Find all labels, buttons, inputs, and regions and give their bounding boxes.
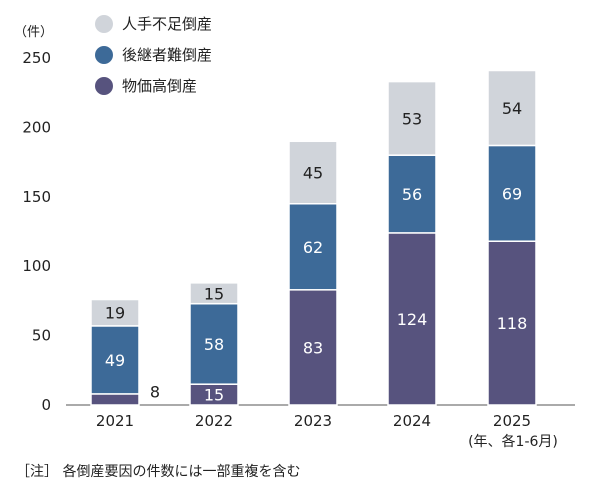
x-tick-label: 2021 (96, 412, 134, 430)
bar-segment (189, 282, 239, 305)
legend-label: 人手不足倒産 (122, 15, 212, 33)
legend-marker (95, 77, 113, 95)
data-label: 56 (402, 185, 422, 204)
bar-segment (90, 393, 140, 406)
data-label: 53 (402, 109, 422, 128)
y-tick-label: 100 (22, 257, 51, 275)
category-note: (年、各1-6月) (468, 434, 558, 450)
chart-note: ［注］ 各倒産要因の件数には一部重複を含む (16, 463, 300, 480)
y-tick-label: 250 (22, 49, 51, 67)
bar-segment (90, 298, 140, 327)
bar-segment (387, 80, 437, 156)
data-label: 19 (105, 304, 125, 323)
y-axis-ticks: 0 50 100 150 200 250 (22, 49, 51, 414)
bar-segment (487, 69, 537, 147)
data-label: 15 (204, 284, 224, 303)
x-tick-label: 2022 (195, 412, 233, 430)
data-label: 69 (502, 184, 522, 203)
bar-segment (288, 289, 338, 406)
legend-label: 後継者難倒産 (122, 46, 212, 64)
bar-segment (487, 144, 537, 242)
bar-segment (487, 240, 537, 406)
data-label: 124 (397, 310, 428, 329)
bars: 8 49 19 15 58 15 83 62 45 124 56 53 118 69 54 (90, 69, 537, 406)
data-label: 118 (497, 314, 528, 333)
x-tick-label: 2025 (493, 412, 531, 430)
data-label: 49 (105, 351, 125, 370)
data-label: 15 (204, 386, 224, 405)
data-label: 8 (150, 382, 160, 401)
y-tick-label: 150 (22, 188, 51, 206)
legend-marker (95, 15, 113, 33)
y-axis-unit: （件） (14, 25, 53, 40)
data-label: 45 (303, 164, 323, 183)
data-label: 54 (502, 99, 522, 118)
x-tick-label: 2023 (294, 412, 332, 430)
bar-segment (387, 232, 437, 406)
y-tick-label: 50 (32, 327, 51, 345)
bar-segment (288, 202, 338, 291)
legend-marker (95, 46, 113, 64)
x-tick-label: 2024 (393, 412, 431, 430)
y-tick-label: 200 (22, 118, 51, 136)
data-label: 83 (303, 338, 323, 357)
bar-segment (387, 154, 437, 234)
bar-segment (288, 140, 338, 205)
bar-segment (90, 325, 140, 395)
data-label: 62 (303, 238, 323, 257)
y-tick-label: 0 (41, 396, 51, 414)
x-axis-labels: 2021 2022 2023 2024 2025 (96, 412, 531, 430)
legend-label: 物価高倒産 (122, 77, 197, 95)
data-label: 58 (204, 335, 224, 354)
